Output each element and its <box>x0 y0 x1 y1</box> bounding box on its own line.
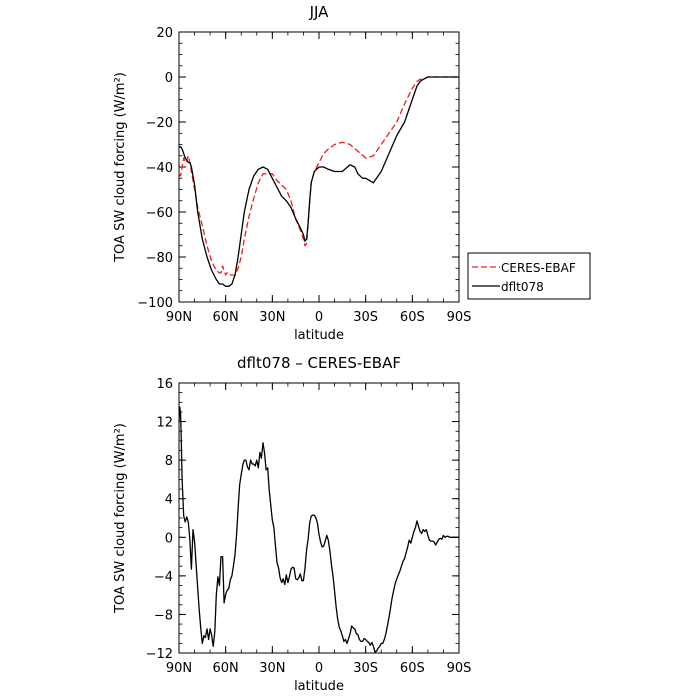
y-tick-label: −4 <box>154 570 173 585</box>
plot-frame <box>178 382 460 654</box>
x-tick-label: 90N <box>166 661 192 676</box>
chart-title: JJA <box>309 3 330 21</box>
x-tick-label: 90S <box>447 661 472 676</box>
y-tick-label: 4 <box>165 493 173 508</box>
y-tick-label: 8 <box>165 454 173 469</box>
y-tick-label: 12 <box>156 416 173 431</box>
y-tick-label: −8 <box>154 608 173 623</box>
chart-panel-2: −12 −8 −4 0 4 8 12 16 90N 60N 30N 0 30S 60S 90S dflt078… <box>113 354 471 694</box>
series-line-ceres-ebaf <box>178 76 459 276</box>
y-tick-label: −80 <box>146 251 173 266</box>
y-tick-label: −20 <box>146 116 173 131</box>
y-axis-title: TOA SW cloud forcing (W/m²) <box>113 72 128 263</box>
y-tick-label: 0 <box>165 71 173 86</box>
x-tick-label: 30S <box>353 310 378 325</box>
legend: CERES-EBAF dflt078 <box>467 252 591 300</box>
x-tick-label: 60N <box>213 661 239 676</box>
x-tick-label: 60S <box>400 661 425 676</box>
x-tick-label: 0 <box>315 310 323 325</box>
y-tick-label: 0 <box>165 531 173 546</box>
series-line-dflt078 <box>179 76 459 287</box>
legend-box <box>467 252 591 300</box>
y-axis-title: TOA SW cloud forcing (W/m²) <box>113 423 128 614</box>
x-tick-label: 30N <box>259 661 285 676</box>
x-tick-label: 90S <box>447 310 472 325</box>
y-tick-label: 20 <box>156 26 173 41</box>
y-tick-label: 16 <box>156 377 173 392</box>
x-tick-label: 30N <box>259 310 285 325</box>
x-tick-label: 30S <box>353 661 378 676</box>
x-axis-title: latitude <box>294 328 344 343</box>
y-tick-label: −60 <box>146 206 173 221</box>
x-tick-label: 0 <box>315 661 323 676</box>
x-tick-label: 60S <box>400 310 425 325</box>
legend-label: CERES-EBAF <box>501 261 576 275</box>
x-tick-label: 90N <box>166 310 192 325</box>
legend-label: dflt078 <box>501 280 544 294</box>
chart-panel-1: −100 −80 −60 −40 −20 0 20 90N 60N 30N 0 30S 60S 90S JJ… <box>113 3 591 343</box>
y-tick-label: −100 <box>137 296 173 311</box>
y-tick-label: −40 <box>146 161 173 176</box>
x-axis-title: latitude <box>294 679 344 694</box>
y-tick-label: −12 <box>146 647 173 662</box>
chart-title: dflt078 – CERES-EBAF <box>237 354 401 372</box>
series-line-difference <box>178 406 459 653</box>
x-tick-label: 60N <box>213 310 239 325</box>
